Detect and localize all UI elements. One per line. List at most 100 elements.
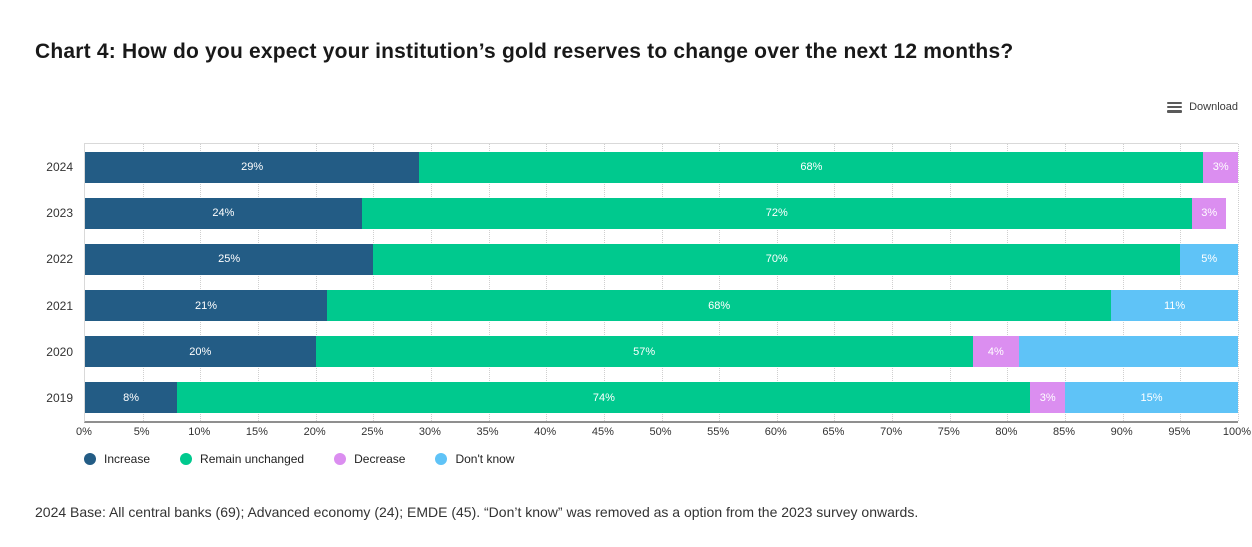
legend-item-don-t-know[interactable]: Don't know [435,452,514,466]
x-tick-label: 80% [995,426,1018,438]
bar-value-label: 3% [1201,207,1218,220]
x-tick-label: 85% [1053,426,1076,438]
bar-value-label: 3% [1039,391,1056,404]
gridline [603,144,605,421]
x-tick-label: 10% [188,426,211,438]
chart-title: Chart 4: How do you expect your institut… [35,40,1014,63]
download-button[interactable]: Download [1167,101,1238,113]
gridline [776,144,778,421]
bar-row-2022: 2022 25% 70% 5% [46,236,1238,282]
gridline [949,144,951,421]
gridline [1180,144,1182,421]
bar-segment[interactable]: 3% [1030,382,1066,414]
x-tick-label: 20% [303,426,326,438]
bar-value-label: 29% [241,161,264,174]
legend-marker-icon [435,453,448,465]
x-tick-label: 45% [591,426,614,438]
bar-segment[interactable]: 5% [1180,243,1238,275]
x-tick-label: 50% [649,426,672,438]
bar-value-label: 8% [123,391,140,404]
bar-value-label: 74% [592,391,615,404]
legend-item-increase[interactable]: Increase [84,452,150,466]
bar-value-label: 57% [633,345,656,358]
gridline [546,144,548,421]
gridline [719,144,721,421]
gridline [430,144,432,421]
gridline [834,144,836,421]
bar-value-label: 21% [195,299,218,312]
bar-segment[interactable]: 20% [85,336,316,368]
y-axis-label: 2021 [46,298,73,313]
bar-segment[interactable]: 24% [85,197,362,229]
bar-row-2019: 2019 8% 74% 3% 15% [46,375,1238,421]
x-tick-label: 35% [476,426,499,438]
x-tick-label: 95% [1168,426,1191,438]
bar-segment[interactable]: 15% [1065,382,1238,414]
legend-label: Don't know [455,452,515,466]
legend: Increase Remain unchanged Decrease Don't kn… [84,452,544,466]
x-tick-label: 70% [880,426,903,438]
bar-row-2021: 2021 21% 68% 11% [46,283,1238,329]
y-axis-label: 2024 [46,160,73,175]
x-tick-label: 55% [707,426,730,438]
gridline [257,144,259,421]
x-tick-label: 15% [245,426,268,438]
y-axis-label: 2023 [46,206,73,221]
legend-label: Increase [104,452,151,466]
bar-segment[interactable]: 29% [85,151,420,183]
bar-value-label: 20% [189,345,212,358]
bar-segment[interactable]: 3% [1203,151,1238,183]
bar-value-label: 15% [1140,391,1163,404]
x-tick-label: 100% [1222,426,1252,438]
bar-segment[interactable]: 21% [85,290,328,322]
bar-segment[interactable]: 25% [85,243,374,275]
stacked-bar: 20% 57% 4% [85,336,1238,368]
bar-segment[interactable]: 70% [373,243,1181,275]
plot-area: 2024 29% 68% 3% 2023 24% 72% 3% 2022 25% 70% 5% 2021… [46,143,1239,423]
gridline [1122,144,1124,421]
stacked-bar: 24% 72% 3% [85,197,1238,229]
bar-segment[interactable]: 8% [85,382,178,414]
x-tick-label: 5% [133,426,150,438]
x-tick-label: 40% [534,426,557,438]
stacked-bar: 8% 74% 3% 15% [85,382,1238,414]
gridline [1238,144,1239,421]
x-tick-label: 0% [76,426,92,438]
bar-segment[interactable]: 74% [177,382,1031,414]
legend-item-remain-unchanged[interactable]: Remain unchanged [180,452,304,466]
y-axis-label: 2020 [46,344,73,359]
x-tick-label: 25% [361,426,384,438]
bar-value-label: 72% [765,207,788,220]
gridline [1065,144,1067,421]
bar-segment[interactable]: 68% [327,290,1112,322]
gridline [892,144,894,421]
legend-label: Remain unchanged [200,452,305,466]
bar-segment[interactable] [1018,336,1238,368]
bar-segment[interactable]: 4% [972,336,1019,368]
bar-segment[interactable]: 72% [361,197,1192,229]
bar-value-label: 4% [987,345,1004,358]
bar-segment[interactable]: 57% [315,336,973,368]
legend-item-decrease[interactable]: Decrease [334,452,405,466]
download-label: Download [1189,101,1238,113]
bar-value-label: 5% [1201,253,1218,266]
bar-value-label: 24% [212,207,235,220]
legend-marker-icon [84,453,96,465]
gridline [200,144,202,421]
bar-segment[interactable]: 68% [419,151,1204,183]
stacked-bar: 21% 68% 11% [85,290,1238,322]
gridline [373,144,375,421]
bar-segment[interactable]: 11% [1111,290,1238,322]
gridline [142,144,144,421]
x-tick-label: 65% [822,426,845,438]
gridline [661,144,663,421]
legend-marker-icon [334,453,347,465]
legend-marker-icon [180,453,193,465]
footnote: 2024 Base: All central banks (69); Advan… [35,504,919,520]
x-tick-label: 30% [418,426,441,438]
bar-value-label: 3% [1212,161,1229,174]
y-axis-label: 2022 [46,252,73,267]
x-axis: 0% 5% 10% 15% 20% 25% 30% 35% 40% 45% 50% 55% 60% 65%… [76,426,1251,442]
bar-segment[interactable]: 3% [1191,197,1227,229]
y-axis-label: 2019 [46,390,73,405]
